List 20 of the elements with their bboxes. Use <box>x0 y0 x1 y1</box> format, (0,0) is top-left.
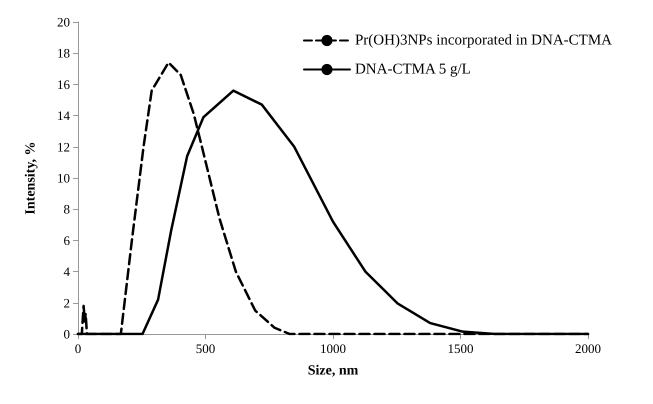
x-tick-label: 0 <box>74 341 82 356</box>
y-tick-label: 18 <box>57 46 70 61</box>
y-tick-label: 8 <box>64 202 70 217</box>
y-tick-label: 10 <box>57 170 70 186</box>
x-tick-label: 1500 <box>448 341 474 356</box>
y-axis-title: Intensity, % <box>24 141 38 215</box>
y-tick-label: 14 <box>57 108 70 124</box>
y-tick-label: 16 <box>57 76 70 92</box>
legend-label: DNA-CTMA 5 g/L <box>354 62 471 78</box>
x-tick-label: 1000 <box>320 341 346 356</box>
x-tick-label: 2000 <box>575 341 601 356</box>
y-tick-label: 2 <box>64 295 70 310</box>
x-axis-title: Size, nm <box>308 364 359 378</box>
y-tick-label: 20 <box>57 14 70 30</box>
y-tick-label: 6 <box>64 232 70 248</box>
y-tick-label: 12 <box>57 139 70 154</box>
x-tick-label: 500 <box>196 341 216 356</box>
y-tick-label: 0 <box>64 326 70 342</box>
legend-label: Pr(OH)3NPs incorporated in DNA-CTMA <box>354 32 612 48</box>
y-tick-label: 4 <box>64 264 70 280</box>
